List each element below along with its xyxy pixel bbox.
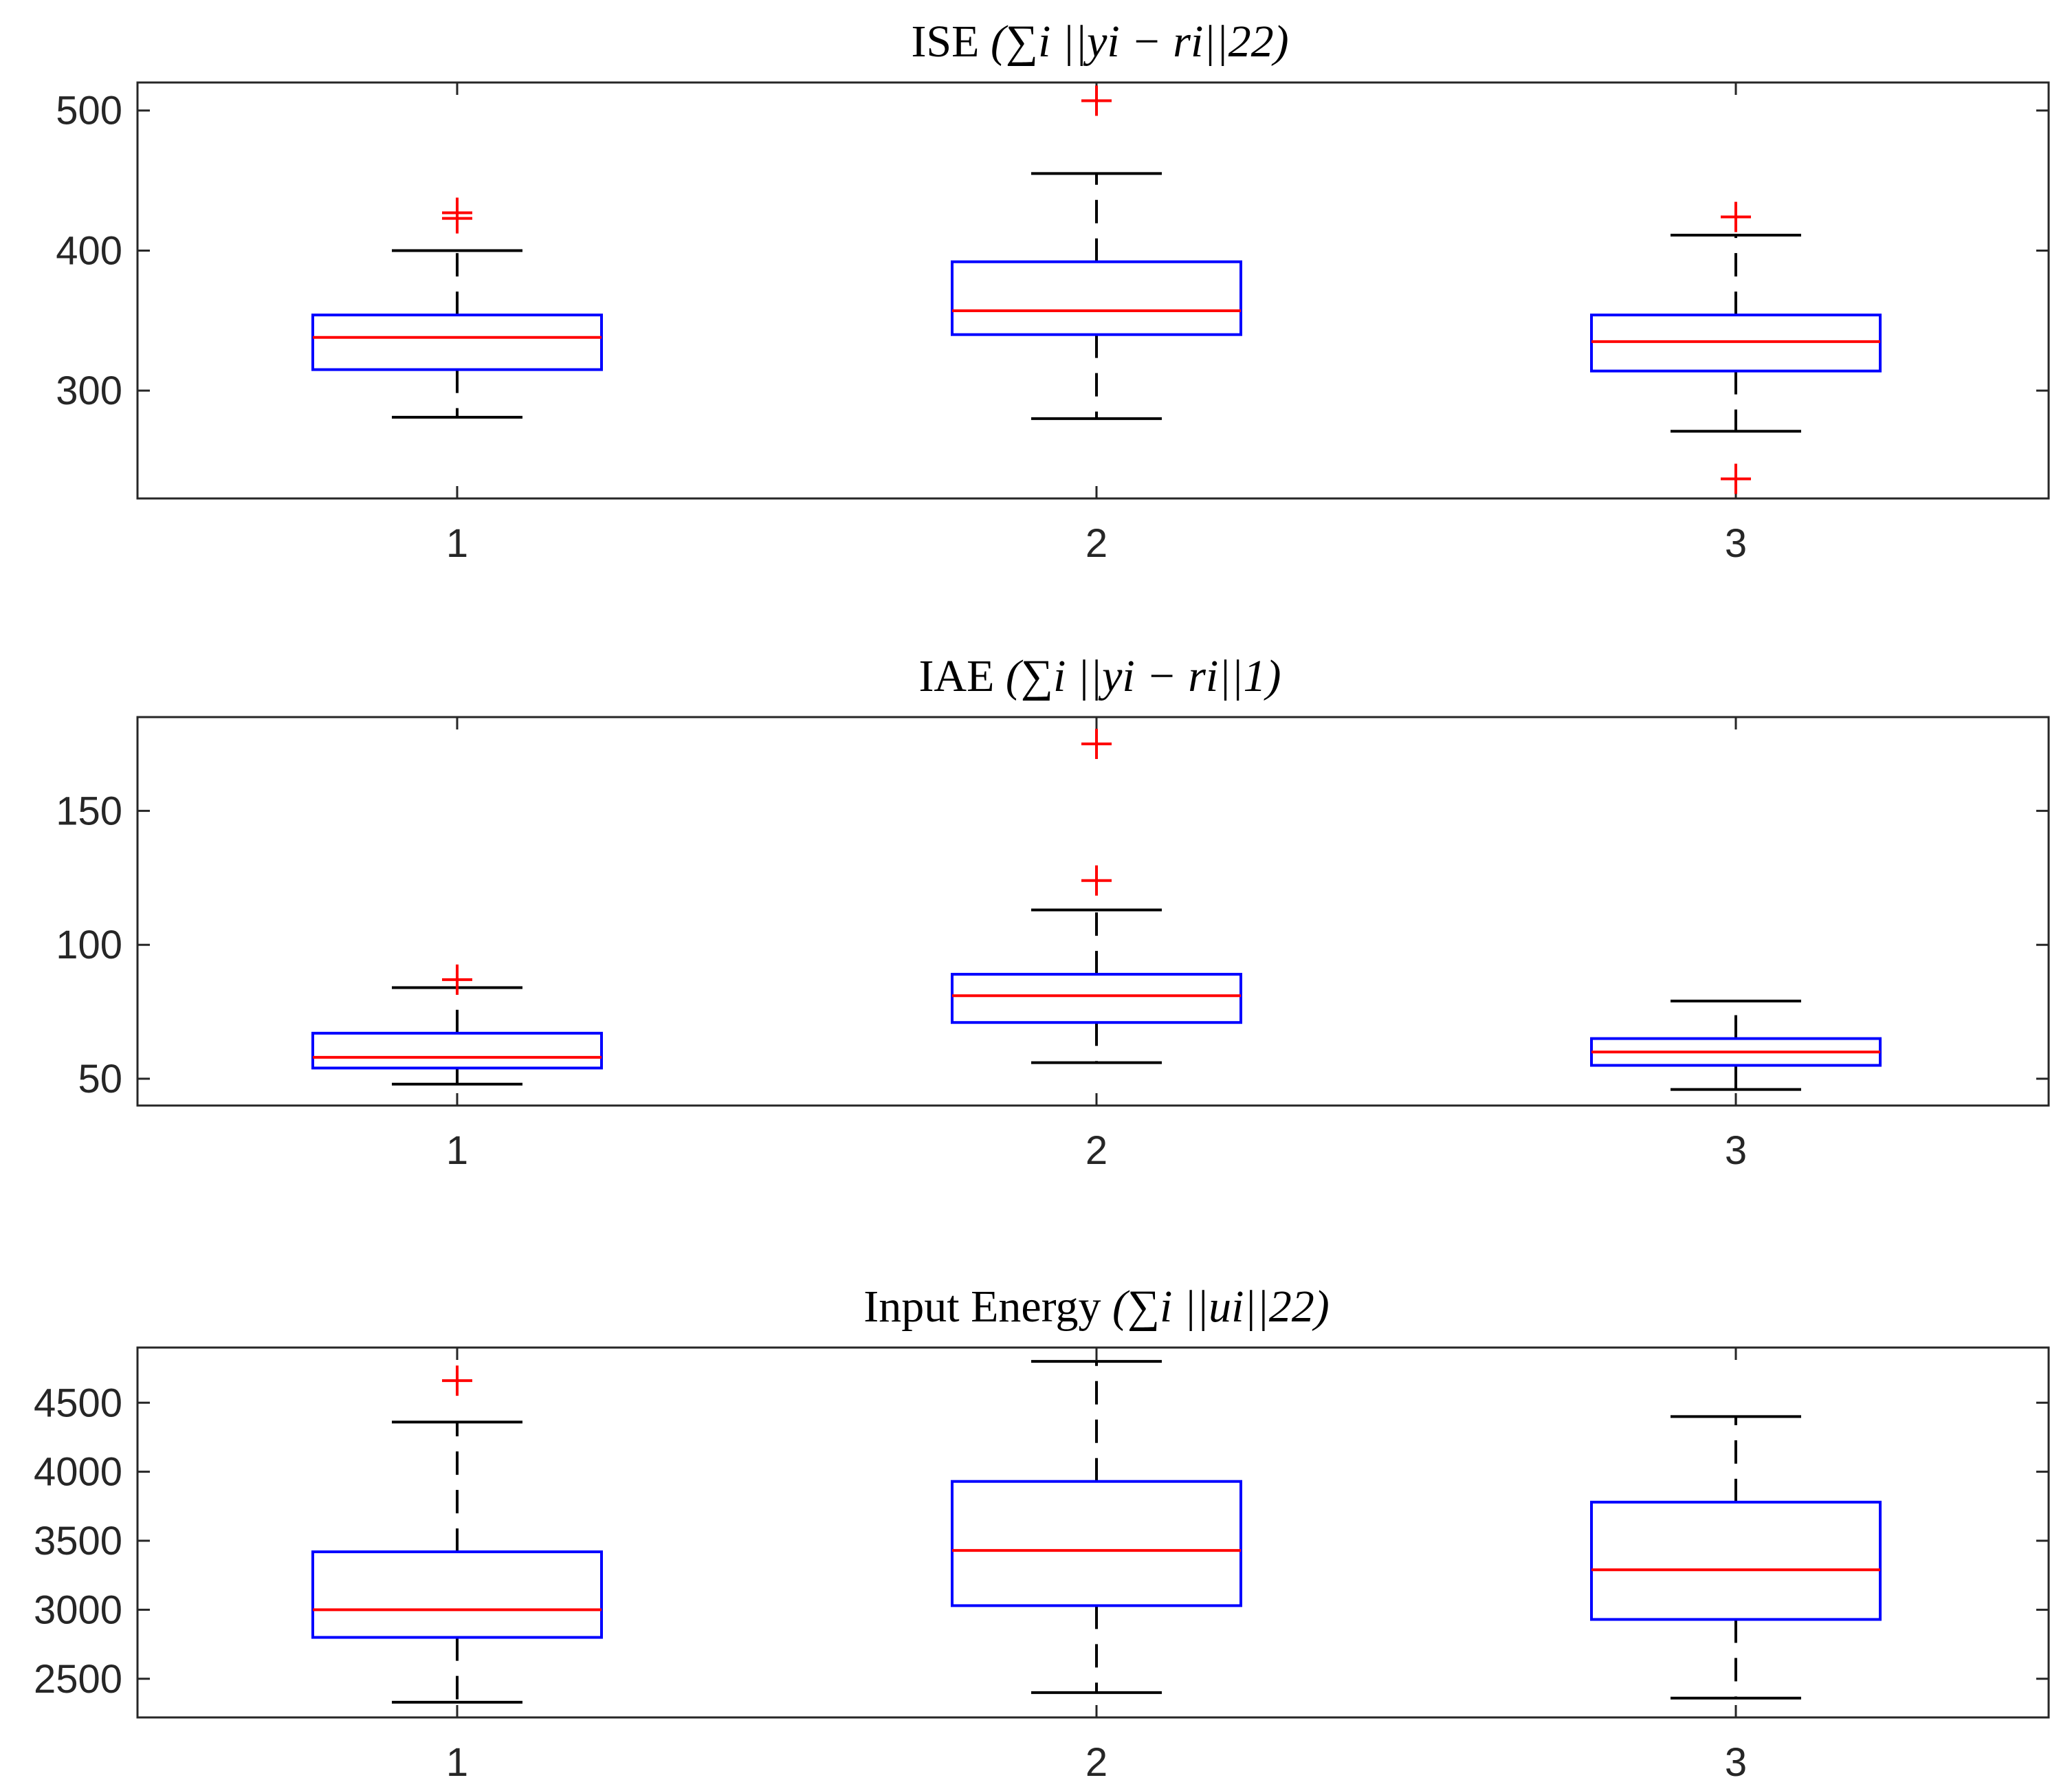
iqr-box xyxy=(1590,1500,1882,1621)
y-tick-label: 500 xyxy=(56,89,122,133)
y-tick-label: 100 xyxy=(56,923,122,967)
input-energy-title: Input Energy (∑i ||ui||22) xyxy=(863,1282,1329,1332)
x-tick-label: 1 xyxy=(446,1128,468,1173)
iae-title-text: IAE xyxy=(918,651,994,701)
x-tick-label: 1 xyxy=(446,521,468,566)
y-tick-label: 3000 xyxy=(34,1587,122,1632)
iqr-box xyxy=(951,1480,1242,1607)
x-tick-label: 2 xyxy=(1085,521,1107,566)
input-energy-panel: Input Energy (∑i ||ui||22) 2500 3000 3500 4… xyxy=(34,1282,2050,1780)
outlier-marker xyxy=(442,1365,472,1396)
ise-title-math: (∑i ||yi − ri||22) xyxy=(991,17,1289,67)
ise-title-text: ISE xyxy=(911,17,979,67)
outlier-marker xyxy=(1081,728,1112,759)
x-tick-label: 3 xyxy=(1725,1740,1747,1780)
x-tick-label: 3 xyxy=(1725,1128,1747,1173)
outlier-marker xyxy=(442,964,472,995)
iae-title-math: (∑i ||yi − ri||1) xyxy=(1006,651,1281,701)
input-energy-title-text: Input Energy xyxy=(863,1282,1101,1332)
outlier-marker xyxy=(1081,85,1112,116)
ise-title: ISE (∑i ||yi − ri||22) xyxy=(911,17,1288,67)
x-tick-label: 1 xyxy=(446,1740,468,1780)
x-tick-label: 2 xyxy=(1085,1128,1107,1173)
iqr-box xyxy=(951,260,1242,336)
y-tick-label: 400 xyxy=(56,228,122,273)
input-energy-title-math: (∑i ||ui||22) xyxy=(1112,1282,1330,1332)
iae-title: IAE (∑i ||yi − ri||1) xyxy=(918,651,1281,701)
y-tick-label: 3500 xyxy=(34,1519,122,1563)
y-tick-label: 50 xyxy=(78,1057,122,1101)
x-tick-label: 3 xyxy=(1725,521,1747,566)
y-tick-label: 4500 xyxy=(34,1381,122,1425)
iqr-box xyxy=(311,1550,603,1639)
x-tick-label: 2 xyxy=(1085,1740,1107,1780)
y-tick-label: 300 xyxy=(56,369,122,413)
ise-panel: ISE (∑i ||yi − ri||22) 300 400 500 1 2 3 xyxy=(56,17,2050,566)
input-energy-axes-box xyxy=(136,1346,2050,1719)
y-tick-label: 4000 xyxy=(34,1450,122,1495)
outlier-marker xyxy=(442,197,472,228)
iae-panel: IAE (∑i ||yi − ri||1) 50 100 150 1 2 3 xyxy=(56,651,2050,1173)
outlier-marker xyxy=(1721,201,1751,232)
y-tick-label: 150 xyxy=(56,789,122,833)
iqr-box xyxy=(311,314,603,371)
ise-axes-box xyxy=(136,81,2050,500)
iqr-box xyxy=(1590,314,1882,373)
iqr-box xyxy=(951,973,1242,1024)
outlier-marker xyxy=(1721,463,1751,494)
iqr-box xyxy=(311,1031,603,1070)
iae-axes-box xyxy=(136,716,2050,1107)
y-tick-label: 2500 xyxy=(34,1657,122,1702)
outlier-marker xyxy=(1081,865,1112,896)
